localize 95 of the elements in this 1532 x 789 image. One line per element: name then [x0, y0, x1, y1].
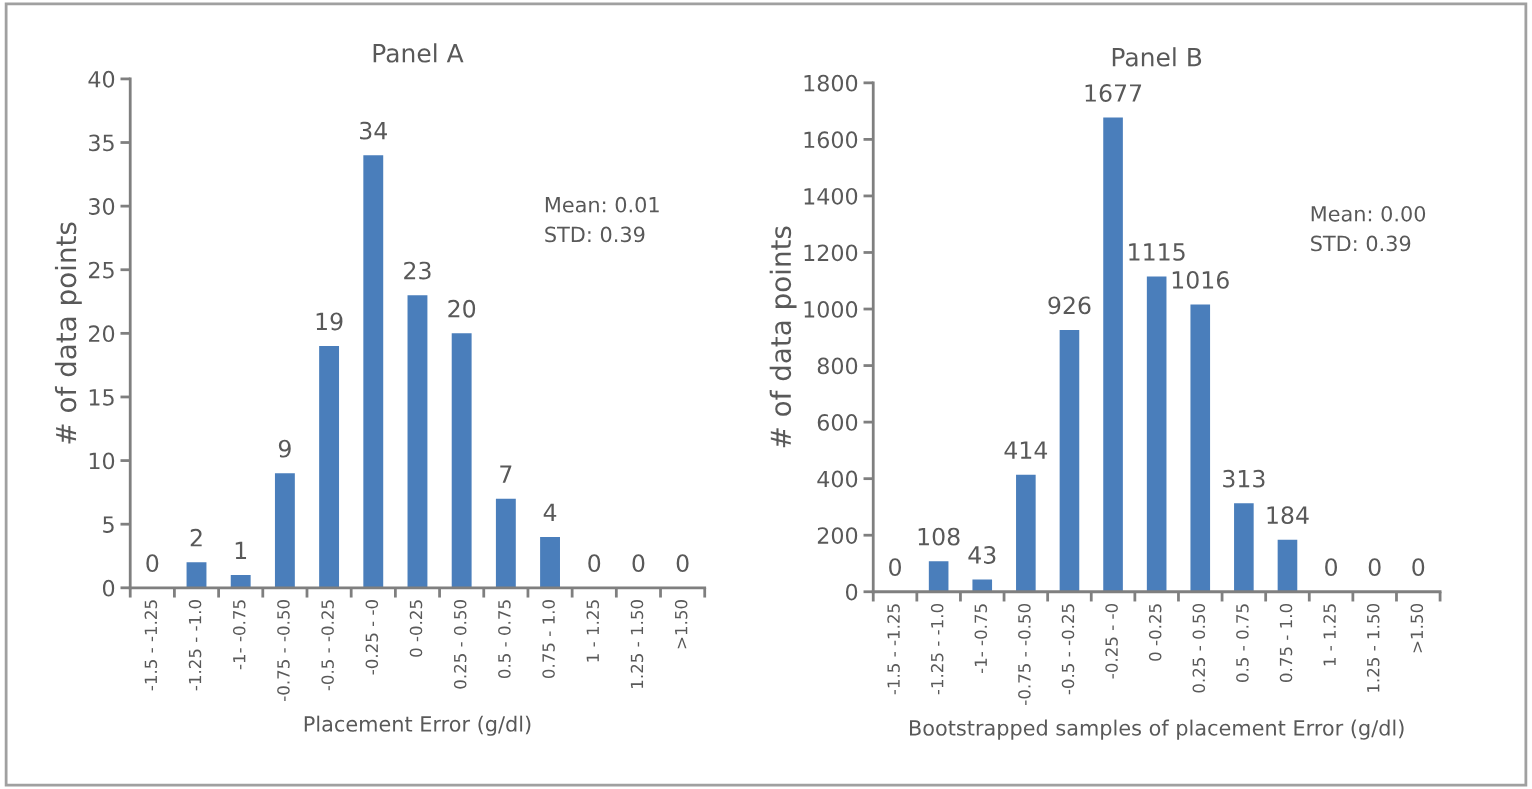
x-axis-title: Bootstrapped samples of placement Error (g/dl): [910, 719, 1404, 740]
bar: [451, 333, 472, 588]
data-label: 414: [1004, 441, 1048, 459]
annotation: Mean: 0.01 STD: 0.39: [545, 196, 659, 243]
x-tick-label: >1.50: [674, 600, 688, 649]
x-tick-label: 0.25 - 0.50: [1192, 603, 1206, 693]
data-label: 0: [588, 554, 601, 573]
data-label: 19: [316, 312, 343, 331]
data-label: 2: [190, 528, 202, 547]
data-label: 0: [676, 554, 689, 573]
bar: [1016, 474, 1036, 592]
data-label: 184: [1267, 506, 1309, 525]
y-tick-label: 1000: [804, 300, 858, 318]
bar: [928, 561, 949, 592]
data-label: 9: [278, 439, 291, 458]
data-label: 0: [1325, 558, 1338, 577]
x-tick-label: -0.75 - -0.50: [277, 600, 290, 701]
bar: [1277, 539, 1298, 592]
x-tick-label: -1.25 - -1.0: [188, 600, 202, 691]
y-tick-label: 1600: [804, 131, 858, 149]
y-tick-label: 10: [89, 452, 115, 470]
chart-title: Panel A: [373, 43, 464, 63]
x-tick-label: -0.5 - -0.25: [1061, 604, 1075, 695]
y-tick-label: 40: [88, 70, 115, 88]
data-label: 1677: [1085, 84, 1142, 102]
data-label: 23: [404, 261, 431, 280]
x-tick-label: 1.25 - 1.50: [630, 600, 644, 688]
bar: [274, 473, 295, 588]
x-tick-label: 1 - 1.25: [1323, 604, 1336, 666]
y-tick-label: 1400: [804, 187, 858, 205]
x-axis-title: Placement Error (g/dl): [304, 715, 531, 736]
bar: [319, 346, 340, 588]
annotation: Mean: 0.00 STD: 0.39: [1311, 205, 1426, 252]
data-label: 1115: [1129, 243, 1185, 261]
bar: [363, 155, 384, 588]
bar: [1059, 329, 1080, 592]
bar: [540, 536, 560, 588]
data-label: 0: [1368, 558, 1381, 577]
bar: [1234, 503, 1254, 592]
x-tick-label: 0.25 - 0.50: [453, 600, 467, 689]
y-tick-label: 30: [89, 198, 115, 215]
bar: [407, 295, 428, 588]
y-tick-label: 600: [817, 414, 858, 431]
data-label: 0: [632, 554, 645, 573]
y-tick-label: 20: [88, 325, 115, 343]
data-label: 43: [968, 546, 996, 564]
x-tick-label: 0.75 - 1.0: [542, 600, 555, 679]
data-label: 7: [500, 465, 512, 483]
data-label: 34: [360, 121, 387, 140]
bar: [495, 498, 516, 588]
y-axis-title: # of data points: [769, 226, 797, 448]
bar: [1190, 304, 1211, 592]
chart-title: Panel B: [1112, 47, 1202, 67]
x-tick-label: -0.5 - -0.25: [321, 600, 334, 691]
y-tick-label: 200: [817, 527, 858, 544]
data-label: 1: [235, 541, 247, 560]
data-label: 313: [1223, 469, 1265, 488]
x-tick-label: 0.5 - 0.75: [1236, 604, 1249, 682]
data-label: 4: [543, 503, 557, 521]
data-label: 0: [889, 558, 901, 577]
y-tick-label: 800: [817, 357, 858, 375]
bar: [186, 562, 207, 588]
x-tick-label: -1- -0.75: [974, 604, 988, 674]
data-label: 0: [1412, 558, 1425, 577]
bar: [1103, 117, 1123, 592]
x-tick-label: >1.50: [1410, 603, 1424, 653]
x-tick-label: 0.5 - 0.75: [498, 600, 511, 679]
y-tick-label: 400: [817, 470, 858, 488]
x-tick-label: -1.25 - -1.0: [930, 603, 944, 695]
y-tick-label: 5: [103, 516, 114, 533]
x-tick-label: -1.5 - -1.25: [887, 604, 900, 695]
x-tick-label: -1.5 - -1.25: [144, 600, 158, 691]
y-tick-label: 0: [102, 579, 115, 597]
x-tick-label: 0 -0.25: [409, 600, 423, 657]
bar: [1146, 276, 1167, 592]
x-tick-label: -0.25 - -0: [365, 600, 379, 675]
x-tick-label: 1 - 1.25: [586, 600, 600, 662]
data-label: 0: [146, 554, 159, 573]
x-tick-label: 0 -0.25: [1148, 604, 1162, 661]
data-label: 20: [448, 299, 476, 318]
y-tick-label: 1200: [804, 244, 858, 262]
x-tick-label: 0.75 - 1.0: [1279, 603, 1293, 682]
x-tick-label: 1.25 - 1.50: [1366, 603, 1380, 692]
data-label: 108: [918, 527, 960, 546]
x-tick-label: -0.75 - -0.50: [1018, 603, 1031, 705]
y-tick-label: 1800: [804, 74, 858, 92]
y-tick-label: 15: [89, 389, 114, 406]
y-tick-label: 0: [845, 583, 858, 601]
y-tick-label: 35: [89, 134, 114, 152]
x-tick-label: -1- -0.75: [232, 600, 246, 670]
y-tick-label: 25: [88, 261, 114, 279]
x-tick-label: -0.25 - -0: [1105, 603, 1118, 679]
data-label: 926: [1048, 296, 1091, 315]
data-label: 1016: [1172, 270, 1229, 289]
y-axis-title: # of data points: [54, 222, 82, 444]
